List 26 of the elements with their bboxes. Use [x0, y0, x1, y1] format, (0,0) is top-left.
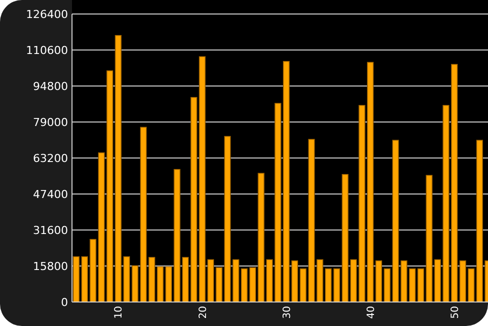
- y-tick-label: 110600: [26, 44, 68, 57]
- bar: [198, 56, 206, 302]
- x-tick-label: 50: [450, 306, 461, 319]
- bar: [240, 268, 248, 302]
- bar: [375, 260, 382, 302]
- y-tick-label: 94800: [33, 80, 68, 93]
- y-tick-label: 63200: [33, 152, 68, 165]
- y-tick-label: 47400: [33, 188, 68, 201]
- y-tick-label: 0: [61, 296, 68, 309]
- bar: [282, 60, 290, 302]
- y-tick-label: 15800: [33, 260, 68, 273]
- bar: [156, 266, 164, 302]
- bar: [468, 268, 475, 302]
- x-tick-label: 10: [114, 306, 125, 319]
- x-tick-label: 30: [282, 306, 293, 319]
- bar: [459, 260, 466, 302]
- bar: [291, 260, 298, 302]
- bar: [417, 268, 424, 302]
- bar: [114, 35, 122, 302]
- x-tick-label: 20: [198, 306, 209, 319]
- y-tick-label: 79000: [33, 116, 68, 129]
- bar: [72, 256, 80, 302]
- y-tick-label: 126400: [26, 8, 68, 21]
- x-tick-label: 40: [366, 306, 377, 319]
- y-tick-label: 31600: [33, 224, 68, 237]
- bar: [333, 268, 340, 302]
